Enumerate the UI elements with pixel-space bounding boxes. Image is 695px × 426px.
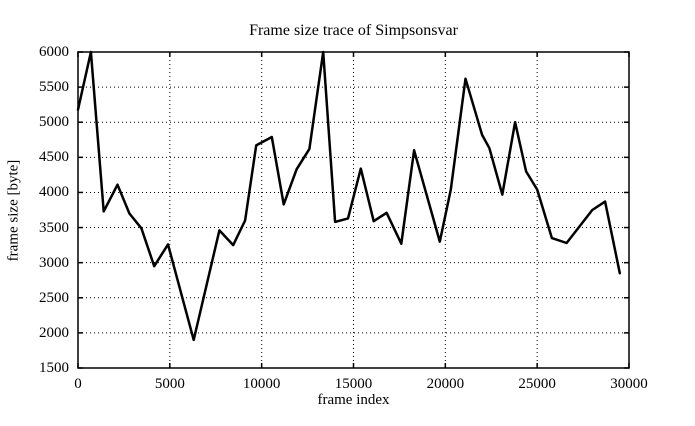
y-tick-label: 2500 bbox=[39, 289, 69, 306]
y-tick-label: 5000 bbox=[39, 114, 69, 131]
y-tick-label: 6000 bbox=[39, 44, 69, 60]
x-tick-label: 15000 bbox=[334, 376, 373, 392]
y-tick-label: 4000 bbox=[39, 184, 69, 201]
x-tick-label: 0 bbox=[74, 376, 82, 392]
y-tick-label: 2000 bbox=[39, 324, 69, 341]
y-tick-label: 1500 bbox=[39, 360, 69, 376]
y-tick-label: 3000 bbox=[39, 254, 69, 271]
x-tick-label: 20000 bbox=[426, 376, 465, 392]
x-tick-label: 10000 bbox=[242, 376, 281, 392]
x-tick-label: 25000 bbox=[518, 376, 556, 392]
plot-border bbox=[77, 51, 630, 369]
x-tick-label: 30000 bbox=[610, 376, 648, 392]
y-tick-label: 4500 bbox=[39, 149, 69, 166]
chart-title: Frame size trace of Simpsonsvar bbox=[249, 22, 458, 39]
y-tick-label: 3500 bbox=[39, 219, 69, 236]
x-tick-label: 5000 bbox=[154, 376, 185, 392]
frame-size-trace-line bbox=[76, 50, 622, 342]
x-axis-label: frame index bbox=[317, 392, 390, 408]
y-tick-label: 5500 bbox=[39, 79, 69, 96]
